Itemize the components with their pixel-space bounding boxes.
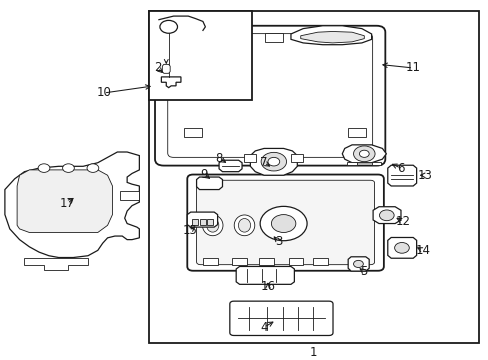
Text: 3: 3 bbox=[274, 235, 282, 248]
FancyBboxPatch shape bbox=[196, 180, 374, 265]
Polygon shape bbox=[387, 238, 416, 258]
Bar bbox=[259, 258, 273, 265]
Polygon shape bbox=[387, 165, 416, 186]
Text: 7: 7 bbox=[260, 156, 267, 169]
Polygon shape bbox=[347, 128, 365, 137]
Circle shape bbox=[62, 164, 74, 172]
Polygon shape bbox=[187, 212, 217, 227]
Text: 12: 12 bbox=[395, 215, 410, 228]
Bar bbox=[244, 154, 256, 162]
Circle shape bbox=[38, 164, 50, 172]
Text: 17: 17 bbox=[60, 197, 75, 210]
Text: 9: 9 bbox=[200, 168, 208, 181]
Bar bbox=[312, 258, 327, 265]
Polygon shape bbox=[162, 64, 170, 73]
Polygon shape bbox=[184, 128, 202, 137]
Bar bbox=[291, 154, 303, 162]
Polygon shape bbox=[300, 31, 364, 43]
Ellipse shape bbox=[202, 215, 223, 236]
Bar bbox=[232, 258, 246, 265]
Polygon shape bbox=[372, 207, 400, 224]
Bar bbox=[203, 258, 217, 265]
Polygon shape bbox=[342, 145, 386, 163]
Polygon shape bbox=[17, 170, 112, 233]
Text: 16: 16 bbox=[260, 280, 275, 293]
Text: 13: 13 bbox=[417, 169, 432, 182]
Circle shape bbox=[87, 164, 99, 172]
Polygon shape bbox=[196, 177, 222, 190]
Polygon shape bbox=[5, 152, 139, 257]
Circle shape bbox=[359, 150, 368, 157]
Polygon shape bbox=[161, 77, 181, 87]
Text: 5: 5 bbox=[360, 265, 367, 278]
FancyBboxPatch shape bbox=[229, 301, 332, 336]
Polygon shape bbox=[219, 160, 242, 172]
Circle shape bbox=[353, 260, 363, 267]
FancyBboxPatch shape bbox=[167, 33, 372, 157]
Circle shape bbox=[261, 152, 286, 171]
Polygon shape bbox=[290, 26, 371, 45]
Circle shape bbox=[267, 157, 279, 166]
Ellipse shape bbox=[234, 215, 254, 236]
Text: 11: 11 bbox=[405, 62, 420, 75]
Circle shape bbox=[353, 146, 374, 162]
Circle shape bbox=[379, 210, 393, 221]
Polygon shape bbox=[236, 266, 294, 284]
Text: 10: 10 bbox=[96, 86, 111, 99]
Bar bbox=[200, 219, 205, 225]
Circle shape bbox=[160, 21, 177, 33]
Text: 1: 1 bbox=[308, 346, 316, 359]
Bar bbox=[371, 162, 381, 165]
Circle shape bbox=[260, 206, 306, 241]
FancyBboxPatch shape bbox=[187, 175, 383, 271]
Polygon shape bbox=[264, 155, 282, 163]
Text: 2: 2 bbox=[153, 62, 161, 75]
Polygon shape bbox=[24, 257, 88, 270]
Bar bbox=[149, 11, 478, 343]
Circle shape bbox=[394, 243, 408, 253]
Text: 4: 4 bbox=[260, 321, 267, 334]
Bar bbox=[191, 219, 197, 225]
Polygon shape bbox=[120, 192, 139, 200]
Bar bbox=[149, 11, 251, 100]
Ellipse shape bbox=[238, 219, 250, 232]
Bar bbox=[346, 162, 356, 165]
Circle shape bbox=[271, 215, 295, 233]
Polygon shape bbox=[264, 33, 282, 42]
Polygon shape bbox=[347, 257, 368, 271]
Text: 8: 8 bbox=[215, 152, 223, 165]
Ellipse shape bbox=[206, 219, 219, 232]
Text: 6: 6 bbox=[396, 162, 404, 175]
Polygon shape bbox=[250, 148, 297, 175]
Text: 14: 14 bbox=[415, 244, 429, 257]
Bar bbox=[207, 219, 213, 225]
FancyBboxPatch shape bbox=[155, 26, 385, 166]
Bar bbox=[288, 258, 303, 265]
Text: 15: 15 bbox=[182, 224, 197, 237]
